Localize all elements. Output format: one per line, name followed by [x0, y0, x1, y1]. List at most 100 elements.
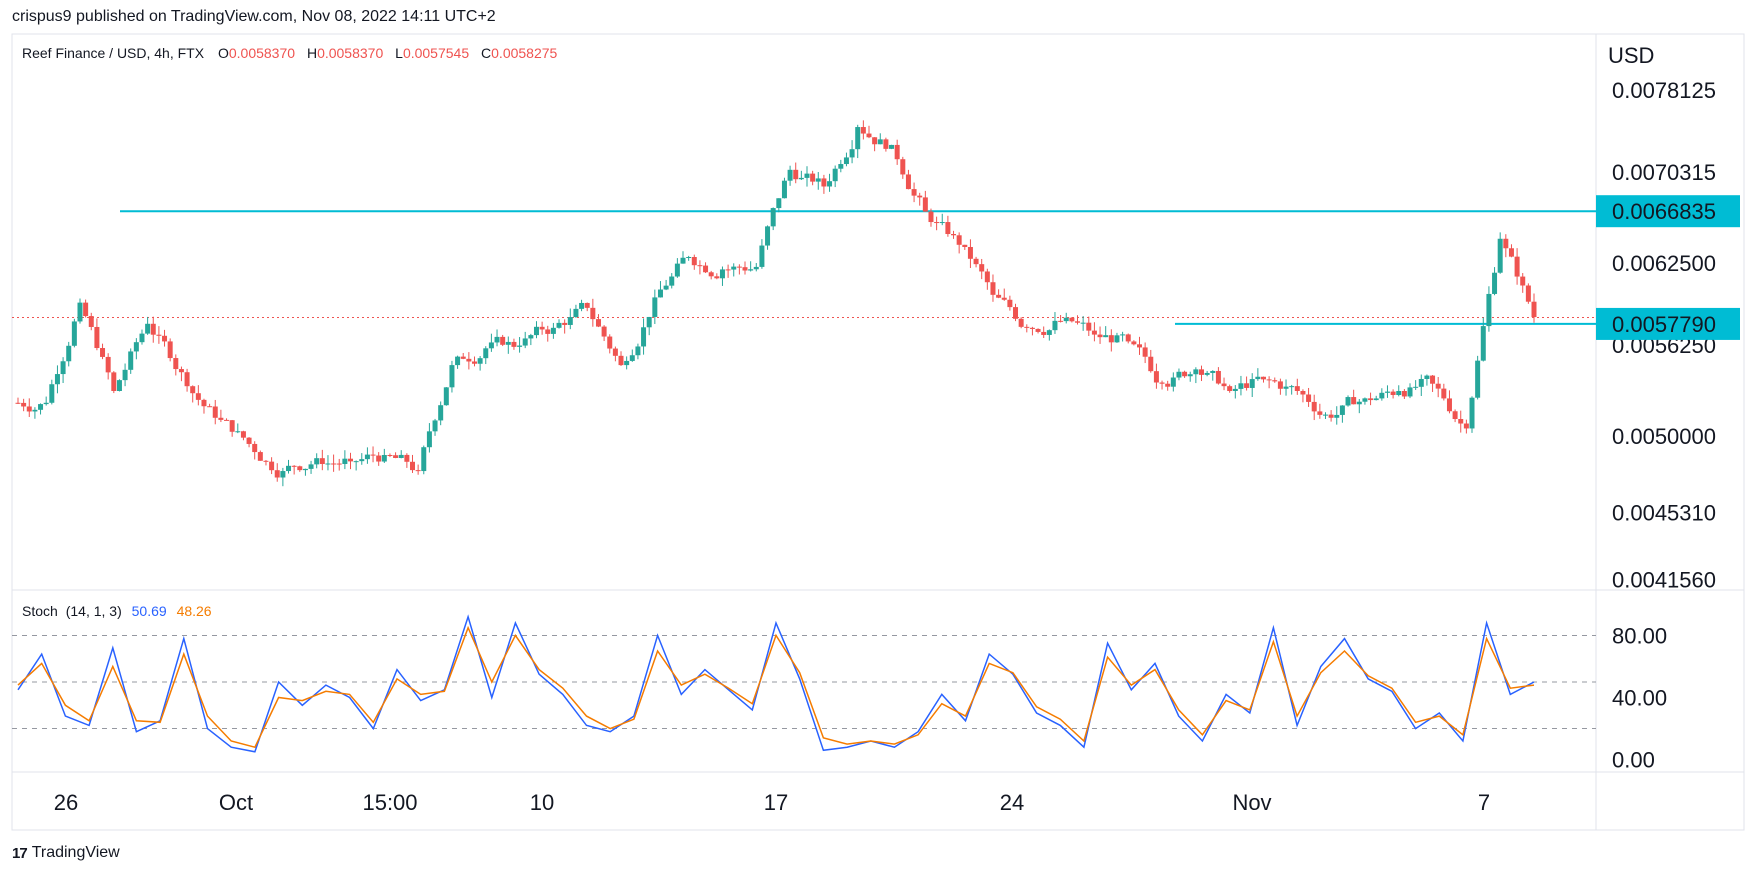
candle-body-65	[381, 454, 387, 462]
candle-body-148	[849, 149, 855, 158]
candle-body-221	[1260, 376, 1266, 380]
stoch-legend: Stoch (14, 1, 3) 50.69 48.26	[22, 603, 212, 619]
candle-body-6	[49, 384, 55, 403]
candle-body-23	[145, 323, 151, 334]
time-tick-label-6: Nov	[1232, 790, 1271, 815]
candle-body-141	[810, 173, 816, 182]
candle-body-100	[579, 302, 585, 309]
candle-body-182	[1041, 331, 1047, 335]
candle-body-76	[443, 387, 449, 406]
candle-body-131	[753, 266, 759, 270]
candle-body-234	[1334, 414, 1340, 418]
candle-body-7	[54, 374, 60, 385]
candle-body-38	[229, 420, 235, 432]
candle-body-200	[1142, 347, 1148, 357]
price-tick-label-4: 0.0050000	[1612, 424, 1716, 449]
candle-body-116	[669, 276, 675, 286]
stoch-bands	[12, 634, 1596, 730]
candle-body-33	[201, 399, 207, 407]
candle-body-118	[680, 257, 686, 264]
candle-body-115	[663, 285, 669, 290]
candle-body-62	[364, 454, 370, 460]
candle-body-219	[1249, 379, 1255, 388]
candle-body-164	[939, 222, 945, 224]
candle-body-196	[1120, 334, 1126, 336]
candle-body-230	[1311, 401, 1317, 412]
candle-body-183	[1046, 330, 1052, 335]
price-tick-label-2: 0.0062500	[1612, 251, 1716, 276]
time-tick-label-0: 26	[54, 790, 78, 815]
candle-body-44	[263, 460, 269, 462]
candle-body-255	[1452, 411, 1458, 420]
candle-body-204	[1165, 383, 1171, 387]
horizontal-levels[interactable]	[12, 210, 1596, 325]
candle-body-105	[607, 336, 613, 349]
candle-body-3	[32, 409, 38, 412]
candle-body-47	[280, 471, 286, 478]
candle-body-136	[781, 180, 787, 199]
time-axis[interactable]: 26 Oct 15:00 10 17 24 Nov 7	[54, 790, 1490, 815]
candle-body-124	[714, 276, 720, 279]
candle-body-24	[150, 323, 156, 335]
candle-body-111	[641, 327, 647, 347]
candle-body-104	[601, 326, 607, 337]
candle-body-138	[793, 169, 799, 180]
price-axis[interactable]: USD 0.00781250.00703150.00625000.0056250…	[1608, 43, 1716, 592]
candle-body-93	[539, 326, 545, 330]
candle-body-178	[1018, 318, 1024, 327]
candle-body-48	[286, 465, 292, 472]
candle-body-176	[1007, 299, 1013, 308]
candle-body-160	[917, 195, 923, 198]
candle-body-5	[43, 402, 49, 405]
candle-body-142	[815, 178, 821, 182]
candle-body-1	[21, 402, 27, 407]
candle-body-243	[1384, 391, 1390, 393]
candle-body-30	[184, 372, 190, 387]
candle-body-242	[1379, 392, 1385, 399]
candle-body-249	[1418, 378, 1424, 387]
candle-body-58	[342, 458, 348, 465]
candle-body-228	[1300, 390, 1306, 395]
candle-body-252	[1435, 383, 1441, 389]
candle-body-166	[951, 234, 957, 236]
main-legend: Reef Finance / USD, 4h, FTX O0.0058370 H…	[22, 45, 558, 61]
candle-body-206	[1176, 371, 1182, 378]
candle-body-70	[409, 461, 415, 471]
candle-body-106	[612, 348, 618, 356]
candle-body-218	[1244, 383, 1250, 388]
candle-body-197	[1125, 334, 1131, 342]
brand-name: TradingView	[31, 844, 120, 861]
stoch-tick-label-1: 40.00	[1612, 686, 1667, 711]
candle-body-91	[528, 335, 534, 339]
candle-body-112	[646, 316, 652, 328]
ohlc-o-label: O	[218, 45, 229, 61]
candle-body-263	[1497, 238, 1503, 273]
candle-body-59	[348, 458, 354, 462]
candle-body-64	[376, 455, 382, 462]
tradingview-logo-icon: 17	[12, 844, 28, 862]
candle-body-247	[1407, 387, 1413, 397]
price-tick-label-0: 0.0078125	[1612, 78, 1716, 103]
candle-body-216	[1232, 388, 1238, 391]
candle-body-122	[703, 265, 709, 273]
candle-body-250	[1424, 375, 1430, 379]
time-tick-label-5: 24	[1000, 790, 1024, 815]
candle-body-266	[1514, 256, 1520, 277]
candle-body-37	[224, 419, 230, 421]
stoch-axis[interactable]: 80.00 40.00 0.00	[1612, 623, 1667, 772]
candle-body-193	[1103, 335, 1109, 338]
ohlc-l-label: L	[395, 45, 403, 61]
candle-body-153	[877, 139, 883, 145]
candle-body-238	[1356, 401, 1362, 405]
brand[interactable]: 17 TradingView	[12, 844, 120, 862]
candle-body-227	[1294, 386, 1300, 391]
candle-body-170	[973, 258, 979, 265]
price-tick-label-6: 0.0041560	[1612, 567, 1716, 592]
candle-body-168	[962, 244, 968, 247]
candle-body-264	[1503, 238, 1509, 249]
candle-body-0	[15, 402, 21, 404]
candle-body-191	[1091, 330, 1097, 335]
candle-body-35	[212, 406, 218, 418]
candle-body-42	[252, 443, 258, 453]
